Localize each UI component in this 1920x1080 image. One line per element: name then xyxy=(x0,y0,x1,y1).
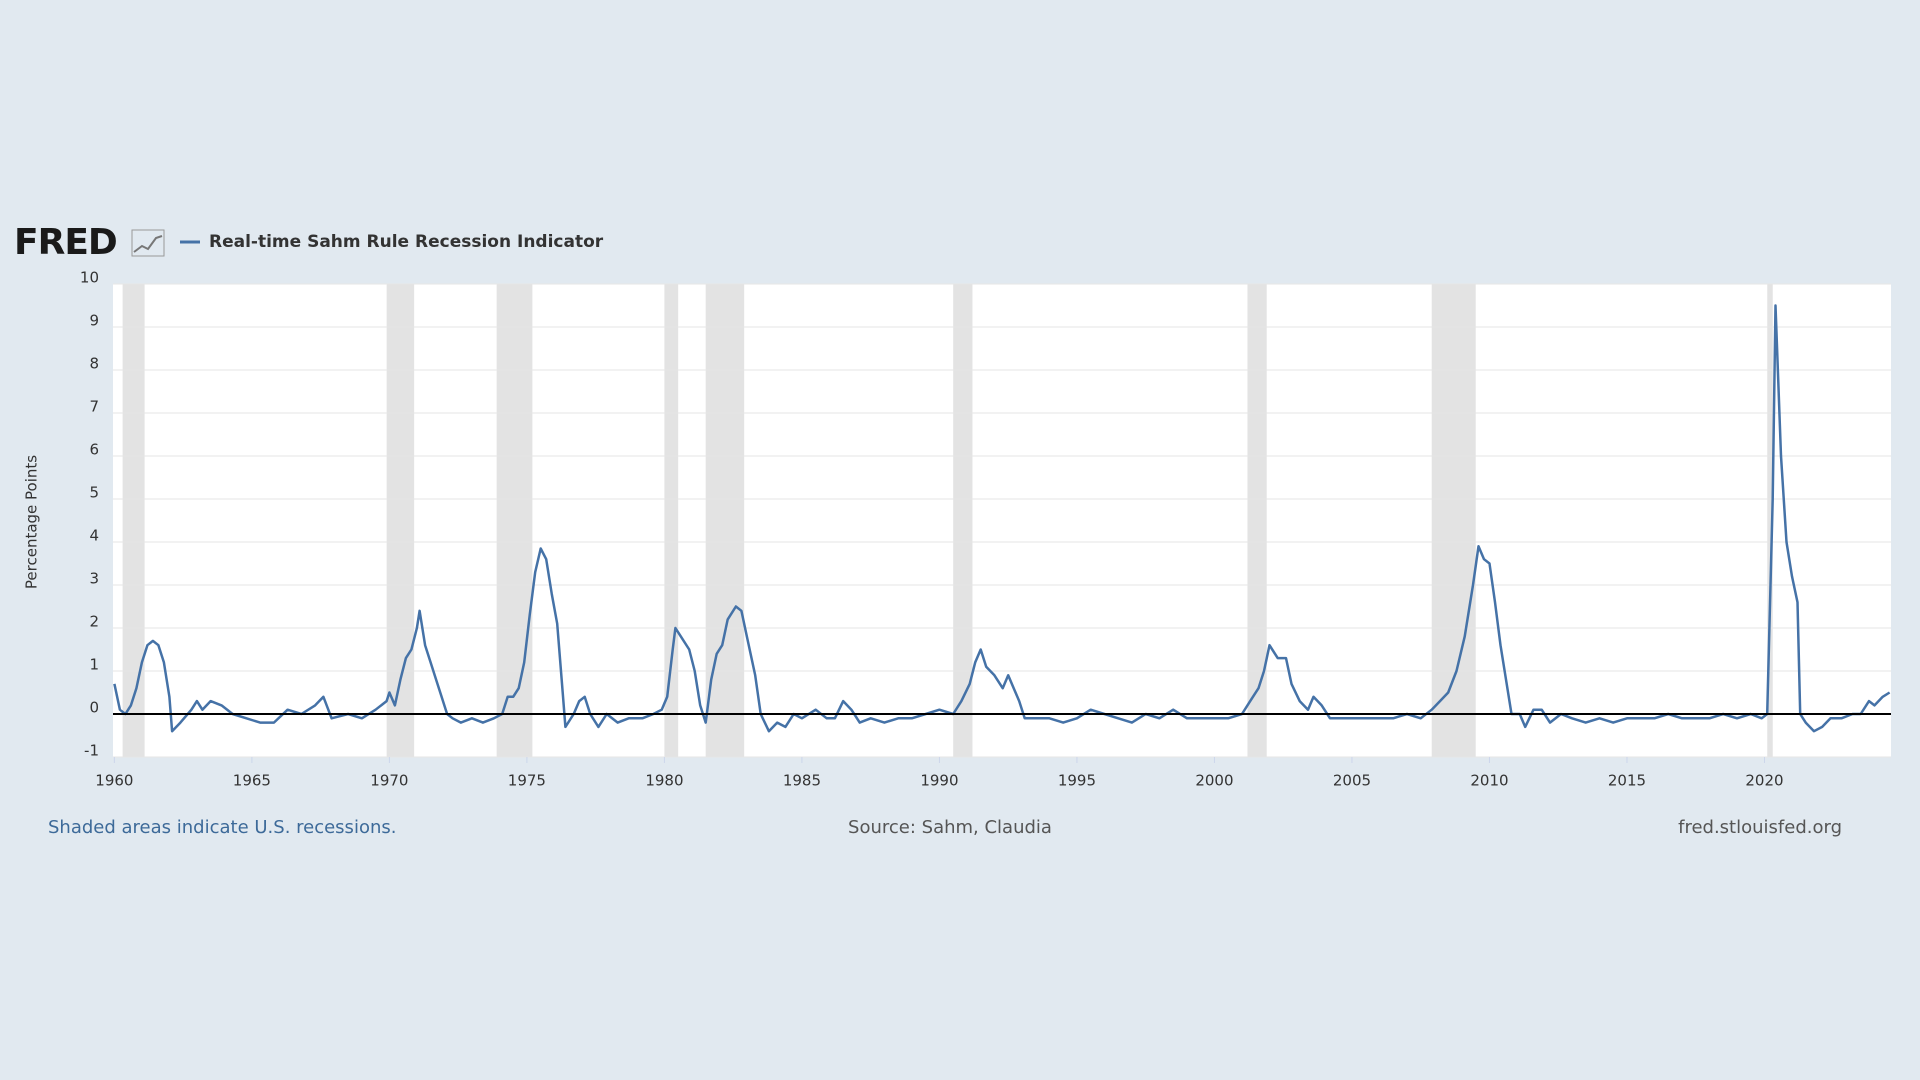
y-tick-label: 7 xyxy=(89,398,99,416)
recession-band xyxy=(122,284,145,757)
recession-band xyxy=(1247,284,1267,757)
recession-band xyxy=(953,284,973,757)
x-tick-label: 2000 xyxy=(1195,772,1233,790)
x-tick-label: 1975 xyxy=(508,772,546,790)
x-tick-label: 1965 xyxy=(233,772,271,790)
x-tick-label: 1970 xyxy=(370,772,408,790)
logo: FRED xyxy=(14,222,117,263)
y-tick-label: 2 xyxy=(89,613,99,631)
y-tick-label: 4 xyxy=(89,527,99,545)
note-left: Shaded areas indicate U.S. recessions. xyxy=(48,817,396,838)
recession-band xyxy=(386,284,415,757)
y-tick-label: 6 xyxy=(89,441,99,459)
note-source: Source: Sahm, Claudia xyxy=(848,817,1052,838)
x-tick-label: 2015 xyxy=(1608,772,1646,790)
y-tick-label: 9 xyxy=(89,312,99,330)
recession-band xyxy=(1767,284,1773,757)
y-tick-label: 5 xyxy=(89,484,99,502)
note-url: fred.stlouisfed.org xyxy=(1678,817,1842,838)
legend-label: Real-time Sahm Rule Recession Indicator xyxy=(209,232,604,252)
x-tick-label: 2010 xyxy=(1470,772,1508,790)
logo-icon xyxy=(131,229,165,257)
x-tick-label: 2005 xyxy=(1333,772,1371,790)
x-tick-label: 1990 xyxy=(920,772,958,790)
y-tick-label: 1 xyxy=(89,656,99,674)
recession-band xyxy=(1431,284,1476,757)
x-tick-label: 1985 xyxy=(783,772,821,790)
y-tick-label: 3 xyxy=(89,570,99,588)
x-tick-label: 1960 xyxy=(95,772,133,790)
y-axis-label: Percentage Points xyxy=(23,455,41,589)
recession-band xyxy=(496,284,533,757)
y-tick-label: 10 xyxy=(80,269,99,287)
x-tick-label: 1995 xyxy=(1058,772,1096,790)
y-tick-label: 8 xyxy=(89,355,99,373)
x-tick-label: 1980 xyxy=(645,772,683,790)
x-tick-label: 2020 xyxy=(1745,772,1783,790)
y-tick-label: -1 xyxy=(84,742,99,760)
recession-band xyxy=(664,284,679,757)
y-tick-label: 0 xyxy=(89,699,99,717)
series-line xyxy=(113,304,1891,733)
